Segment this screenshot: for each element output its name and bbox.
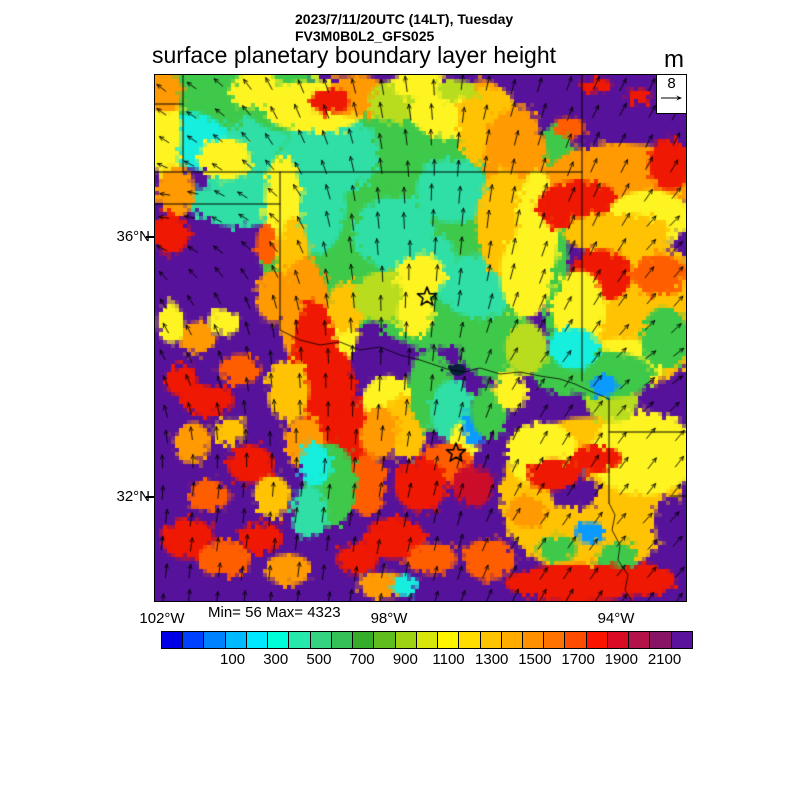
map-overlay-canvas: [155, 75, 686, 601]
colorbar-segment: [544, 632, 566, 648]
colorbar-tick-label: 100: [220, 651, 246, 668]
colorbar-segment: [438, 632, 460, 648]
colorbar-segment: [650, 632, 672, 648]
colorbar-segment: [225, 632, 247, 648]
lon-tick-label: 102°W: [139, 610, 185, 627]
colorbar-segment: [416, 632, 439, 648]
colorbar-segment: [459, 632, 481, 648]
colorbar-segment: [629, 632, 651, 648]
lat-tick-label: 36°N: [116, 228, 150, 245]
header-model: FV3M0B0L2_GFS025: [295, 28, 435, 44]
colorbar-segment: [353, 632, 375, 648]
colorbar-segment: [586, 632, 608, 648]
colorbar-segment: [565, 632, 587, 648]
colorbar-tick-label: 700: [349, 651, 375, 668]
lat-tick-label: 32°N: [116, 488, 150, 505]
header-datetime: 2023/7/11/20UTC (14LT), Tuesday: [295, 11, 514, 27]
colorbar-tick-label: 1700: [561, 651, 595, 668]
colorbar-segment: [310, 632, 332, 648]
colorbar-tick-label: 1500: [518, 651, 552, 668]
colorbar-tick-label: 2100: [647, 651, 682, 668]
wind-reference-value: 8: [667, 75, 676, 92]
colorbar-segment: [395, 632, 417, 648]
colorbar-tick-label: 300: [263, 651, 289, 668]
colorbar-segment: [246, 632, 269, 648]
colorbar: [161, 631, 693, 649]
colorbar-segment: [671, 632, 692, 648]
wind-vector-legend: 8: [656, 75, 686, 114]
page-title: surface planetary boundary layer height: [152, 42, 557, 68]
colorbar-segment: [183, 632, 205, 648]
lat-tick-mark: [146, 496, 155, 498]
colorbar-segment: [522, 632, 545, 648]
wind-reference-arrow-icon: [660, 95, 682, 101]
colorbar-segment: [289, 632, 311, 648]
lon-tick-label: 94°W: [597, 610, 635, 627]
lon-tick-label: 98°W: [370, 610, 408, 627]
lat-tick-mark: [146, 236, 155, 238]
colorbar-segment: [480, 632, 502, 648]
colorbar-tick-label: 1900: [604, 651, 638, 668]
colorbar-segment: [501, 632, 523, 648]
colorbar-tick-label: 900: [392, 651, 418, 668]
colorbar-segment: [204, 632, 226, 648]
colorbar-segment: [331, 632, 354, 648]
colorbar-segment: [374, 632, 396, 648]
colorbar-segment: [162, 632, 184, 648]
colorbar-tick-label: 500: [306, 651, 332, 668]
map-frame: 8: [154, 74, 687, 602]
colorbar-segment: [607, 632, 630, 648]
colorbar-tick-label: 1100: [432, 651, 465, 668]
colorbar-tick-label: 1300: [475, 651, 509, 668]
minmax-label: Min= 56 Max= 4323: [208, 604, 341, 621]
colorbar-segment: [268, 632, 290, 648]
units-label: m: [664, 46, 684, 73]
